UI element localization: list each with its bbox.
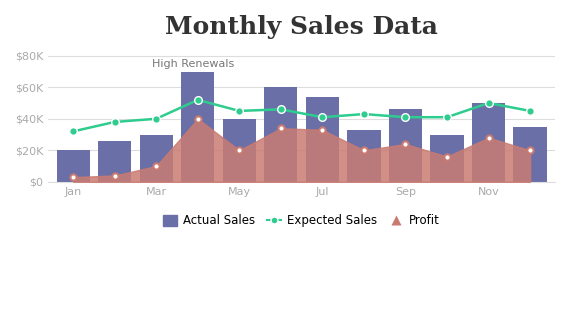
Bar [140,134,173,182]
Legend: Actual Sales, Expected Sales, Profit: Actual Sales, Expected Sales, Profit [158,210,445,232]
Bar [98,141,131,182]
Bar [181,72,214,182]
Bar [347,130,381,182]
Title: Monthly Sales Data: Monthly Sales Data [165,15,438,39]
Text: High Renewals: High Renewals [153,59,235,69]
Bar [472,103,505,182]
Bar [56,150,89,182]
Bar [264,87,298,182]
Bar [389,109,422,182]
Bar [430,134,463,182]
Bar [306,97,339,182]
Bar [223,119,256,182]
Bar [514,127,547,182]
